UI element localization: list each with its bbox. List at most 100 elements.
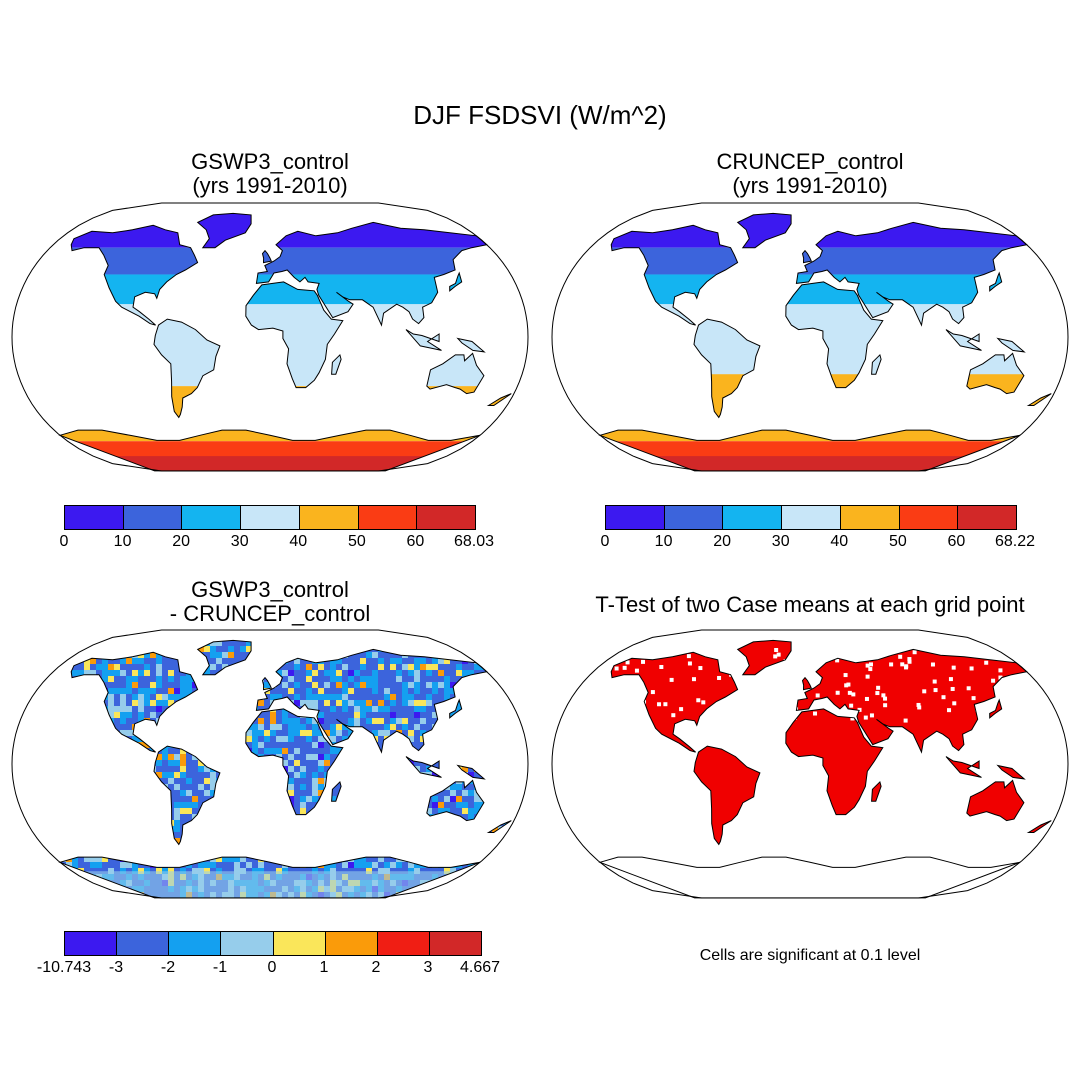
colorbar-swatch [182,506,242,529]
coastline [736,639,792,676]
map-boundary [551,629,1069,899]
coastline [785,281,884,389]
coastline [70,651,199,753]
panel-3-title-line2: - CRUNCEP_control [169,601,371,626]
coastline [795,648,1028,754]
panel-4-title: T-Test of two Case means at each grid po… [595,592,1025,617]
colorbar-swatch [664,506,724,529]
coastline [405,329,442,351]
coastline [58,429,481,472]
coastline [693,745,761,846]
colorbar-gswp3 [64,505,476,530]
colorbar-tick-label: 68.22 [994,533,1036,550]
colorbar-swatch [169,932,222,955]
coastline [70,224,199,326]
map-boundary [11,202,529,472]
colorbar-tick-label: 50 [347,533,366,550]
colorbar-swatch [117,932,170,955]
colorbar-swatch [299,506,359,529]
colorbar-tick-label: -2 [160,959,176,976]
panel-1-title-line2: (yrs 1991-2010) [192,173,348,198]
coastline [871,780,882,802]
colorbar-swatch [123,506,183,529]
coastline [58,856,481,899]
land-fill [599,640,1052,854]
coastline [426,779,485,822]
panel-3-title-line1: GSWP3_control [191,577,349,602]
map-gswp3 [11,202,529,472]
figure-title: DJF FSDSVI (W/m^2) [413,100,667,130]
colorbar-tick-label: 2 [371,959,381,976]
colorbar-swatch [899,506,959,529]
map-boundary [551,202,1069,472]
coastline [610,224,739,326]
map-ttest [551,629,1069,899]
colorbar-tick-label: 10 [654,533,673,550]
coastline [245,708,344,816]
colorbar-cruncep [605,505,1017,530]
map-difference [11,629,529,899]
coastline [456,764,486,780]
coastline [245,281,344,389]
coastline [1026,820,1052,833]
coastline [801,676,813,691]
colorbar-swatch [840,506,900,529]
colorbar-tick-label: 60 [406,533,425,550]
colorbar-swatch [429,932,481,955]
colorbar-swatch [65,932,118,955]
colorbar-swatch [221,932,274,955]
coastline [261,676,273,691]
map-boundary [11,629,529,899]
colorbar-tick-label: 60 [947,533,966,550]
colorbar-tick-label: 30 [771,533,790,550]
coastline [966,352,1025,395]
coastline [449,698,463,719]
coastline [598,429,1021,472]
colorbar-swatch [417,506,476,529]
coastline [996,337,1026,353]
colorbar-swatch [782,506,841,529]
colorbar-swatch [273,932,326,955]
colorbar-swatch [241,506,300,529]
colorbar-swatch [65,506,124,529]
land-fill [59,640,512,898]
land-fill [59,213,512,471]
colorbar-tick-label: 0 [267,959,277,976]
colorbar-tick-label: 0 [59,533,69,550]
panel-2-title-line1: CRUNCEP_control [716,149,904,174]
coastline [405,756,442,778]
colorbar-tick-label: 4.667 [459,959,501,976]
coastline [456,337,486,353]
coastline [255,221,488,327]
colorbar-difference [64,931,482,956]
coastline [801,249,813,264]
colorbar-swatch [723,506,783,529]
coastline [486,820,512,833]
panel-1-title-line1: GSWP3_control [191,149,349,174]
colorbar-swatch [377,932,430,955]
panel-1-title: GSWP3_control (yrs 1991-2010) [20,150,520,198]
coastline [945,756,982,778]
coastline [945,329,982,351]
colorbar-tick-label: -3 [108,959,124,976]
colorbar-tick-label: 68.03 [453,533,495,550]
coastline [996,764,1026,780]
coastline [693,318,761,419]
colorbar-tick-label: 0 [600,533,610,550]
colorbar-swatch [958,506,1017,529]
coastline [989,271,1003,292]
coastline [449,271,463,292]
coastline [966,779,1025,822]
coastline [795,221,1028,327]
colorbar-swatch [358,506,418,529]
coastline [261,249,273,264]
coastline [989,698,1003,719]
colorbar-tick-label: 20 [713,533,732,550]
significance-note: Cells are significant at 0.1 level [699,947,921,964]
colorbar-tick-label: 3 [423,959,433,976]
coastline [598,856,1021,899]
coastline [736,212,792,249]
coastline [610,651,739,753]
colorbar-swatch [606,506,665,529]
colorbar-tick-label: 50 [888,533,907,550]
